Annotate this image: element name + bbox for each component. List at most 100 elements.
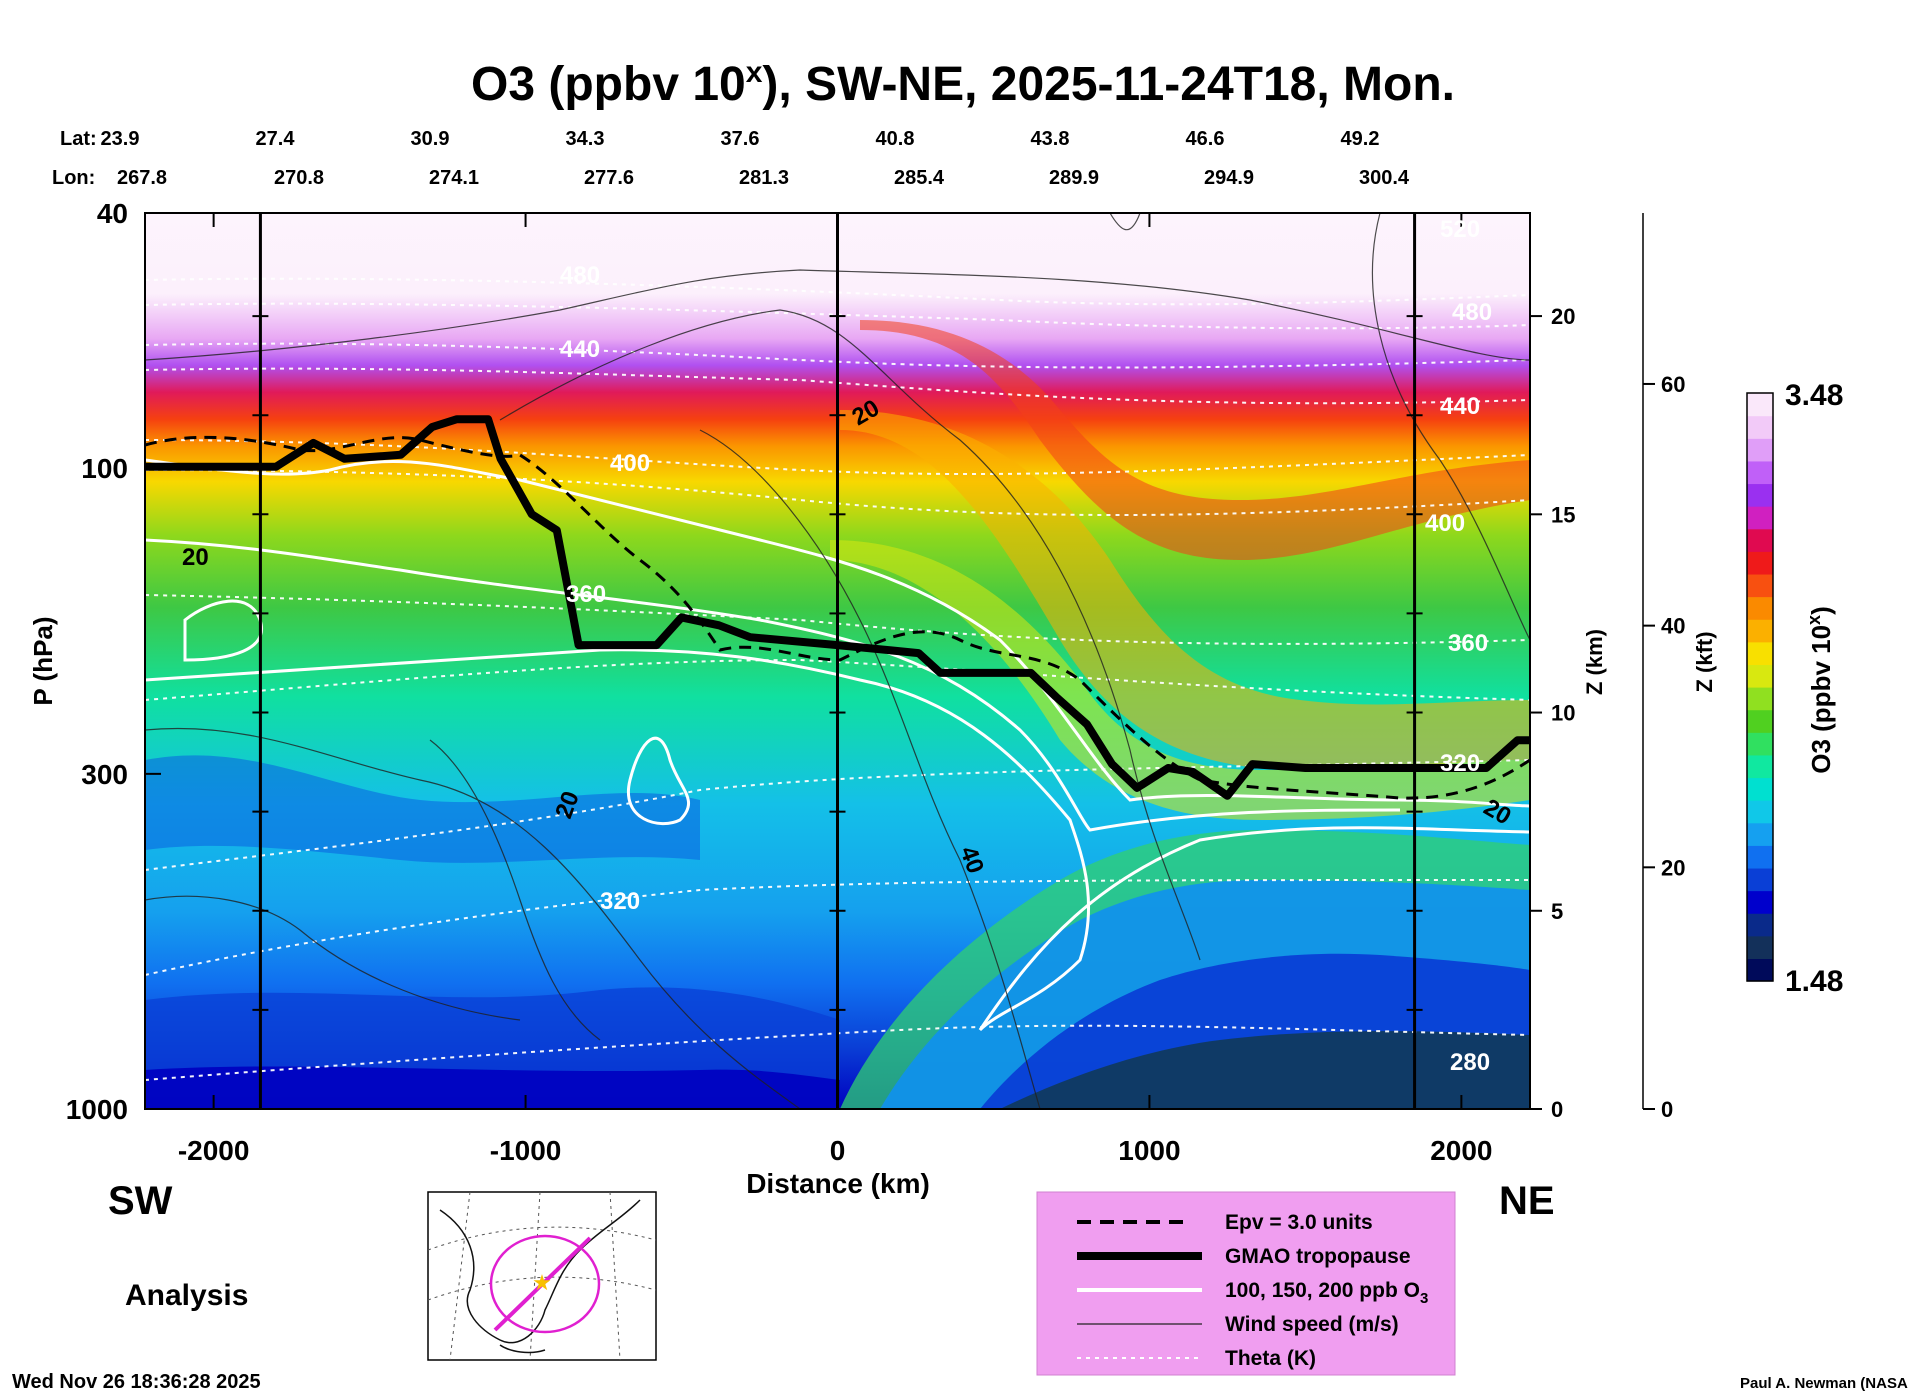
lon-value: 274.1 <box>429 167 479 189</box>
colorbar-segment <box>1747 754 1773 779</box>
z-kft-tick-label: 60 <box>1661 372 1685 397</box>
lat-value: 40.8 <box>876 128 915 150</box>
section-markers <box>252 213 1423 1110</box>
y-tick-label: 300 <box>81 759 128 790</box>
theta-label: 280 <box>1450 1049 1490 1076</box>
chart-title: O3 (ppbv 10x), SW-NE, 2025-11-24T18, Mon… <box>471 56 1455 111</box>
theta-label: 440 <box>1440 393 1480 420</box>
lat-value: 46.6 <box>1186 128 1225 150</box>
y-tick-label: 1000 <box>66 1094 128 1125</box>
x-axis-label: Distance (km) <box>746 1168 930 1199</box>
colorbar-frame <box>1746 392 1774 982</box>
colorbar-segment <box>1747 958 1773 982</box>
z-km-tick-label: 15 <box>1551 502 1575 527</box>
theta-label: 440 <box>560 336 600 363</box>
colorbar-segment <box>1747 573 1773 598</box>
colorbar-segment <box>1747 551 1773 575</box>
lon-value: 281.3 <box>739 167 789 189</box>
lat-value: 30.9 <box>411 128 450 150</box>
colorbar-min: 1.48 <box>1785 965 1843 998</box>
lat-value: 34.3 <box>566 128 605 150</box>
lon-value: 289.9 <box>1049 167 1099 189</box>
lat-value: 49.2 <box>1341 128 1380 150</box>
ne-label: NE <box>1499 1179 1555 1223</box>
theta-label: 480 <box>560 262 600 289</box>
z-km-tick-label: 20 <box>1551 304 1575 329</box>
colorbar-max: 3.48 <box>1785 379 1843 412</box>
colorbar-segment <box>1747 845 1773 869</box>
wind-label: 20 <box>182 544 209 571</box>
x-tick-label: 1000 <box>1118 1135 1180 1166</box>
z-kft-tick-label: 20 <box>1661 855 1685 880</box>
inset-map: ★ <box>427 1191 657 1361</box>
colorbar-segment <box>1747 867 1773 892</box>
colorbar-segment <box>1747 506 1773 530</box>
theta-label: 520 <box>1440 216 1480 243</box>
y-tick-label: 40 <box>97 198 128 229</box>
lon-value: 277.6 <box>584 167 634 189</box>
theta-label: 400 <box>610 450 650 477</box>
lat-lon-row: 23.9 27.4 30.9 34.3 37.6 40.8 43.8 46.6 49.2 267.… <box>101 128 1410 189</box>
colorbar-segment <box>1747 822 1773 846</box>
lon-value: 300.4 <box>1359 167 1410 189</box>
colorbar-segment <box>1747 687 1773 711</box>
range-circle <box>489 1234 601 1334</box>
sw-label: SW <box>108 1179 173 1223</box>
z-km-tick-label: 10 <box>1551 701 1575 726</box>
y-tick-label: 100 <box>81 453 128 484</box>
colorbar-segment <box>1747 619 1773 643</box>
colorbar-segment <box>1747 596 1773 620</box>
x-tick-label: -1000 <box>490 1135 562 1166</box>
y-axis-label: P (hPa) <box>28 616 58 705</box>
theta-label: 360 <box>566 581 606 608</box>
author-credit: Paul A. Newman (NASA <box>1740 1375 1908 1392</box>
legend-item-tropopause: GMAO tropopause <box>1225 1245 1411 1268</box>
colorbar-segment <box>1747 483 1773 507</box>
colorbar-segment <box>1747 800 1773 824</box>
z-km-label: Z (km) <box>1582 629 1607 695</box>
colorbar-segment <box>1747 777 1773 801</box>
lat-value: 43.8 <box>1031 128 1070 150</box>
y-axis: 40 100 300 1000 <box>66 198 161 1125</box>
colorbar-segment <box>1747 641 1773 665</box>
theta-label: 320 <box>1440 750 1480 777</box>
theta-labels: 480 520 480 440 440 400 400 360 360 320 … <box>560 216 1492 1076</box>
x-tick-label: 2000 <box>1430 1135 1492 1166</box>
z-kft-tick-label: 0 <box>1661 1097 1673 1122</box>
legend-item-ozone: 100, 150, 200 ppb O3 <box>1225 1279 1428 1307</box>
z-kft-tick-label: 40 <box>1661 614 1685 639</box>
lon-value: 270.8 <box>274 167 324 189</box>
legend: Epv = 3.0 units GMAO tropopause 100, 150… <box>1036 1191 1456 1376</box>
lon-label: Lon: <box>52 167 95 189</box>
legend-item-wind: Wind speed (m/s) <box>1225 1313 1399 1336</box>
colorbar-segment <box>1747 528 1773 552</box>
lon-value: 294.9 <box>1204 167 1254 189</box>
x-tick-label: 0 <box>830 1135 846 1166</box>
colorbar-segment <box>1747 415 1773 439</box>
z-kft-axis: 0 20 40 60 <box>1642 213 1685 1122</box>
colorbar-segment <box>1747 664 1773 688</box>
legend-item-epv: Epv = 3.0 units <box>1225 1211 1373 1234</box>
lat-value: 23.9 <box>101 128 140 150</box>
colorbar <box>1747 393 1773 982</box>
lat-value: 27.4 <box>256 128 296 150</box>
z-km-tick-label: 0 <box>1551 1097 1563 1122</box>
lon-value: 285.4 <box>894 167 945 189</box>
colorbar-segment <box>1747 890 1773 914</box>
center-star-icon: ★ <box>532 1270 552 1295</box>
theta-label: 320 <box>600 888 640 915</box>
z-kft-label: Z (kft) <box>1692 631 1717 692</box>
colorbar-segment <box>1747 709 1773 733</box>
section-line <box>493 1236 592 1332</box>
analysis-label: Analysis <box>125 1279 248 1312</box>
lon-value: 267.8 <box>117 167 167 189</box>
colorbar-segment <box>1747 732 1773 756</box>
timestamp: Wed Nov 26 18:36:28 2025 <box>12 1371 261 1393</box>
legend-item-theta: Theta (K) <box>1225 1347 1316 1370</box>
theta-label: 480 <box>1452 299 1492 326</box>
z-km-axis: 0 5 10 15 20 <box>1529 213 1575 1122</box>
colorbar-segment <box>1747 393 1773 417</box>
colorbar-label: O3 (ppbv 10x) <box>1804 606 1836 774</box>
theta-label: 360 <box>1448 630 1488 657</box>
colorbar-segment <box>1747 935 1773 959</box>
